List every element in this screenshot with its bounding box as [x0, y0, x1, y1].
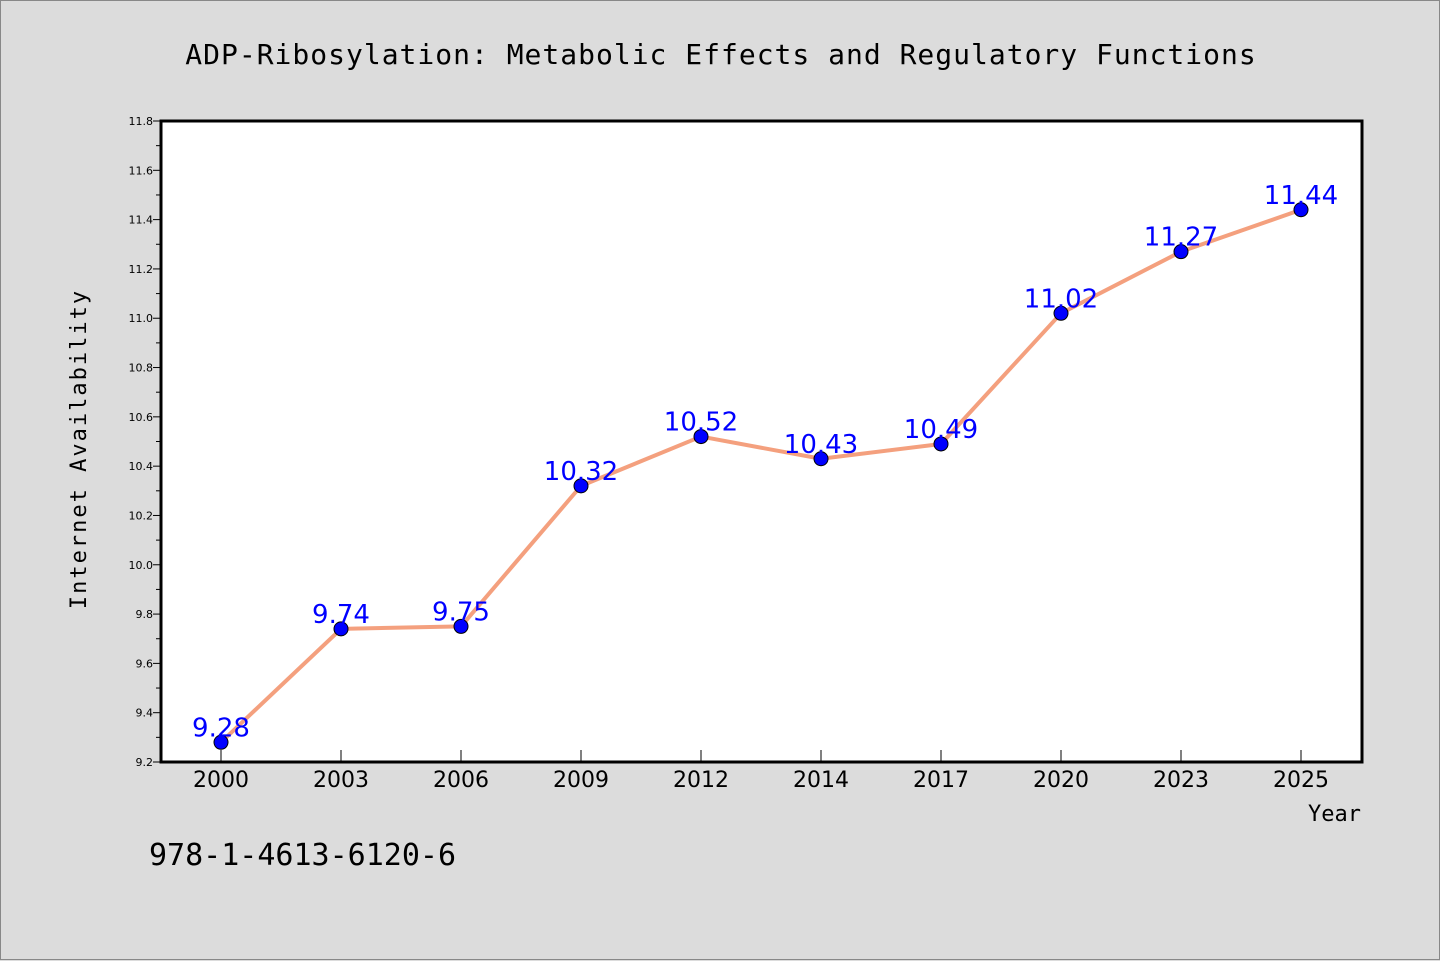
y-tick-label: 9.2: [136, 756, 154, 769]
data-label: 11.27: [1144, 223, 1218, 253]
data-point: [813, 451, 829, 467]
y-tick-label: 11.0: [129, 312, 154, 325]
y-tick-label: 9.6: [136, 657, 154, 670]
data-point: [933, 436, 949, 452]
data-point: [693, 429, 709, 445]
data-point: [453, 618, 469, 634]
x-axis-label: Year: [1308, 802, 1361, 827]
data-label: 10.49: [904, 415, 978, 445]
chart-title: ADP-Ribosylation: Metabolic Effects and …: [185, 38, 1256, 71]
data-point: [1053, 305, 1069, 321]
y-tick-label: 11.6: [129, 164, 154, 177]
x-tick-label: 2025: [1273, 768, 1329, 793]
y-tick-label: 11.2: [129, 263, 154, 276]
data-label: 10.32: [544, 457, 618, 487]
y-tick-label: 10.4: [129, 460, 154, 473]
y-tick-label: 9.8: [136, 608, 154, 621]
x-axis-ticks: 2000 2003 2006 2009 2012 2014 2017 2020 2023 2025: [193, 750, 1329, 793]
y-tick-label: 11.8: [129, 115, 154, 128]
x-tick-label: 2006: [433, 768, 489, 793]
y-tick-label: 9.4: [136, 707, 154, 720]
y-tick-label: 10.8: [129, 362, 154, 375]
series-line: [219, 207, 1303, 745]
x-tick-label: 2003: [313, 768, 369, 793]
y-tick-label: 10.2: [129, 509, 154, 522]
data-point: [333, 621, 349, 637]
data-label: 9.74: [312, 600, 370, 630]
data-point: [213, 734, 229, 750]
y-tick-label: 11.4: [129, 214, 154, 227]
y-axis-ticks: 9.2 9.4 9.6 9.8 10.0 10.2 10.4 10.6 10.8 11.0 11.2…: [129, 115, 161, 769]
x-tick-label: 2023: [1153, 768, 1209, 793]
y-tick-label: 10.0: [129, 559, 154, 572]
data-label: 10.43: [784, 430, 858, 460]
isbn-annotation: 978-1-4613-6120-6: [149, 838, 456, 873]
plot-area: [161, 121, 1362, 762]
data-label: 11.02: [1024, 284, 1098, 314]
plot-border: [159, 119, 1364, 764]
data-label: 9.28: [192, 713, 250, 743]
x-tick-label: 2020: [1033, 768, 1089, 793]
x-tick-label: 2009: [553, 768, 609, 793]
x-tick-label: 2017: [913, 768, 969, 793]
data-label: 9.75: [432, 597, 490, 627]
y-tick-label: 10.6: [129, 411, 154, 424]
series-layer: 9.28 9.74 9.75 10.32 10.52 10.43 10.49 11.02 11.…: [192, 181, 1338, 750]
data-point: [1293, 202, 1309, 218]
data-point: [573, 478, 589, 494]
data-point: [1173, 244, 1189, 260]
data-label: 10.52: [664, 408, 738, 438]
y-axis-label: Internet Availability: [67, 289, 92, 609]
x-tick-label: 2012: [673, 768, 729, 793]
x-tick-label: 2000: [193, 768, 249, 793]
x-tick-label: 2014: [793, 768, 849, 793]
data-label: 11.44: [1264, 181, 1338, 211]
